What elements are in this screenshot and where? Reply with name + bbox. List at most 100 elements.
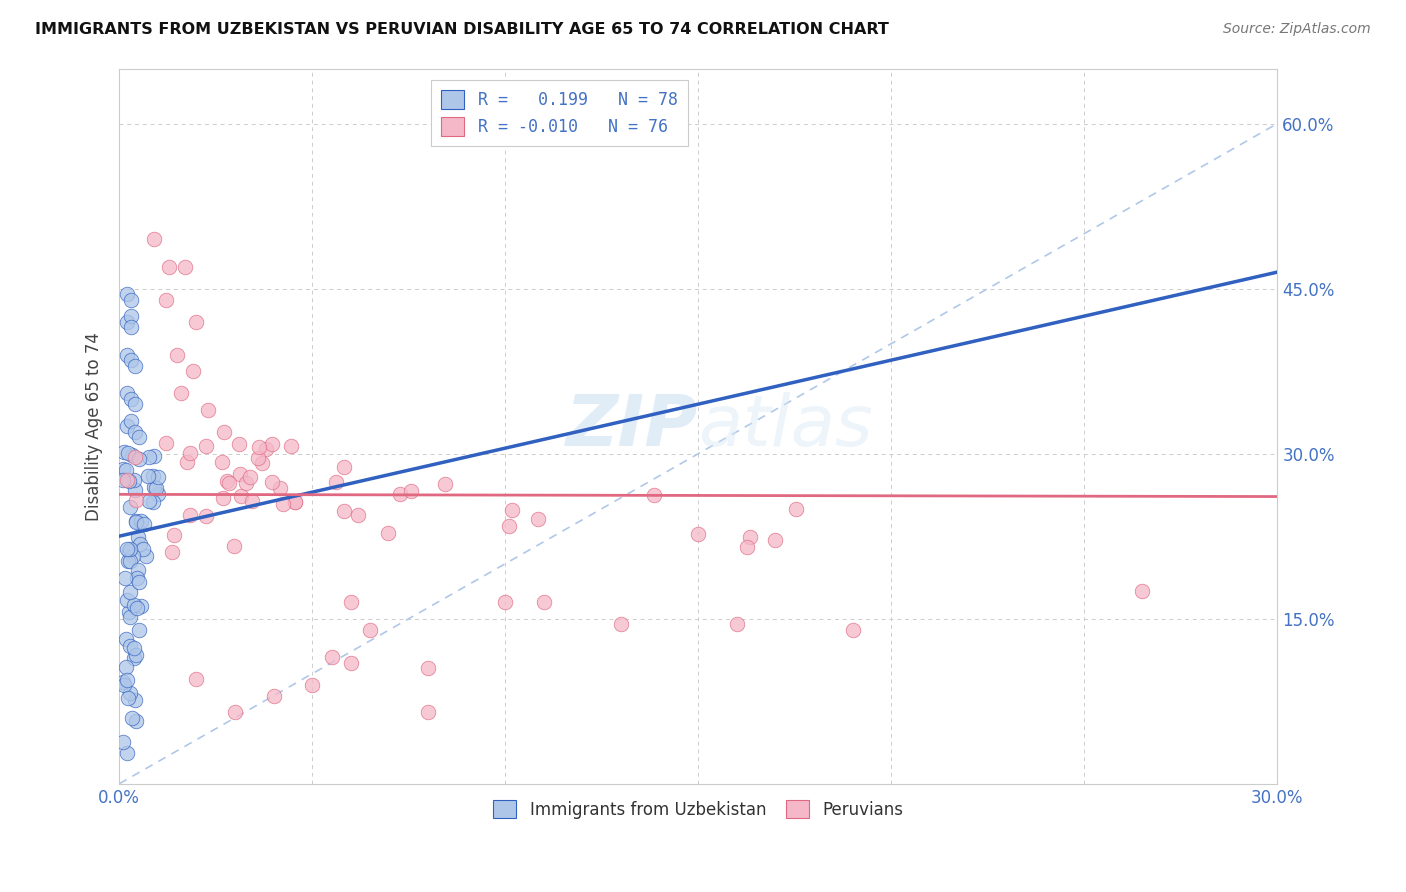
Point [340,595,363,609]
Point [136,468,159,483]
Point [842,623,865,637]
Point [124,693,146,707]
Point [224,705,246,719]
Point [239,470,262,484]
Y-axis label: Disability Age 65 to 74: Disability Age 65 to 74 [86,332,103,521]
Point [115,386,138,401]
Point [333,459,356,474]
Point [135,549,157,563]
Point [163,528,186,542]
Point [433,477,456,491]
Point [229,467,252,481]
Point [527,512,550,526]
Point [155,436,177,450]
Point [643,488,665,502]
Point [181,364,204,378]
Point [212,425,235,439]
Point [231,489,253,503]
Point [129,537,152,551]
Point [125,514,148,528]
Point [112,678,135,692]
Point [301,678,323,692]
Point [118,500,141,514]
Point [128,623,150,637]
Point [115,746,138,760]
Point [112,735,135,749]
Point [501,503,523,517]
Point [325,475,347,490]
Point [235,475,257,490]
Point [121,711,143,725]
Point [260,475,283,489]
Point [124,483,146,497]
Point [725,617,748,632]
Point [195,439,218,453]
Point [128,452,150,467]
Point [128,430,150,444]
Point [120,414,142,428]
Text: atlas: atlas [699,392,873,460]
Point [785,502,807,516]
Point [222,539,245,553]
Point [142,468,165,483]
Point [377,525,399,540]
Point [115,315,138,329]
Point [211,455,233,469]
Point [146,470,169,484]
Point [143,450,166,464]
Point [321,650,343,665]
Point [179,508,201,522]
Point [138,450,160,464]
Point [122,651,145,665]
Point [280,439,302,453]
Point [347,508,370,522]
Point [146,487,169,501]
Point [120,610,142,624]
Point [211,491,233,506]
Point [340,656,363,670]
Point [284,495,307,509]
Point [125,714,148,728]
Point [115,473,138,487]
Point [174,260,197,274]
Point [125,648,148,663]
Point [125,493,148,508]
Point [118,585,141,599]
Legend: Immigrants from Uzbekistan, Peruvians: Immigrants from Uzbekistan, Peruvians [486,794,911,825]
Point [494,595,516,609]
Point [247,450,270,465]
Point [763,533,786,547]
Point [120,309,142,323]
Point [162,545,184,559]
Point [159,260,181,274]
Point [124,450,146,465]
Point [120,686,142,700]
Point [247,440,270,454]
Point [122,549,145,563]
Point [416,705,439,719]
Point [115,632,138,646]
Point [416,661,439,675]
Point [143,232,166,246]
Point [179,446,201,460]
Point [118,605,141,619]
Text: ZIP: ZIP [567,392,699,460]
Point [120,554,142,568]
Point [112,674,135,689]
Point [197,402,219,417]
Point [737,540,759,554]
Point [128,574,150,589]
Point [145,481,167,495]
Point [117,542,139,557]
Point [389,487,412,501]
Point [498,518,520,533]
Point [359,623,381,637]
Point [118,639,141,653]
Point [176,455,198,469]
Point [129,599,152,613]
Point [127,563,149,577]
Point [122,473,145,487]
Point [120,392,142,406]
Point [117,446,139,460]
Point [260,436,283,450]
